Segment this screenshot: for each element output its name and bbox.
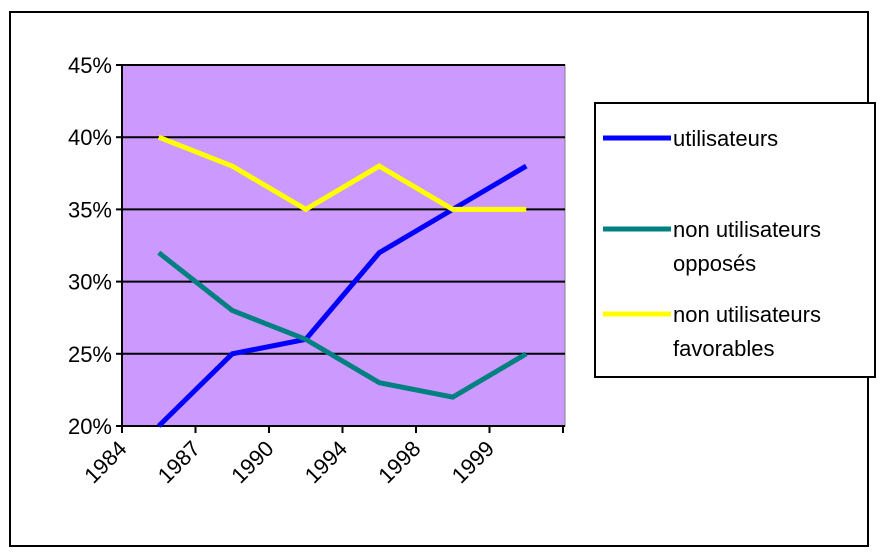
x-tick-label: 1984: [79, 436, 131, 488]
y-tick-label: 35%: [68, 197, 112, 222]
x-tick-label: 1994: [300, 436, 352, 488]
legend: utilisateurs non utilisateurs opposés non u…: [595, 103, 875, 377]
x-tick-label: 1999: [447, 436, 499, 488]
y-tick-label: 25%: [68, 342, 112, 367]
x-tick-label: 1990: [226, 436, 278, 488]
legend-label: non utilisateurs: [673, 302, 821, 327]
legend-label: opposés: [673, 251, 756, 276]
legend-label: non utilisateurs: [673, 217, 821, 242]
y-tick-label: 45%: [68, 53, 112, 78]
x-tick-label: 1987: [153, 436, 205, 488]
y-tick-label: 20%: [68, 414, 112, 439]
x-tick-label: 1998: [373, 436, 425, 488]
y-tick-label: 40%: [68, 125, 112, 150]
legend-label: utilisateurs: [673, 126, 778, 151]
y-tick-label: 30%: [68, 270, 112, 295]
legend-label: favorables: [673, 336, 775, 361]
